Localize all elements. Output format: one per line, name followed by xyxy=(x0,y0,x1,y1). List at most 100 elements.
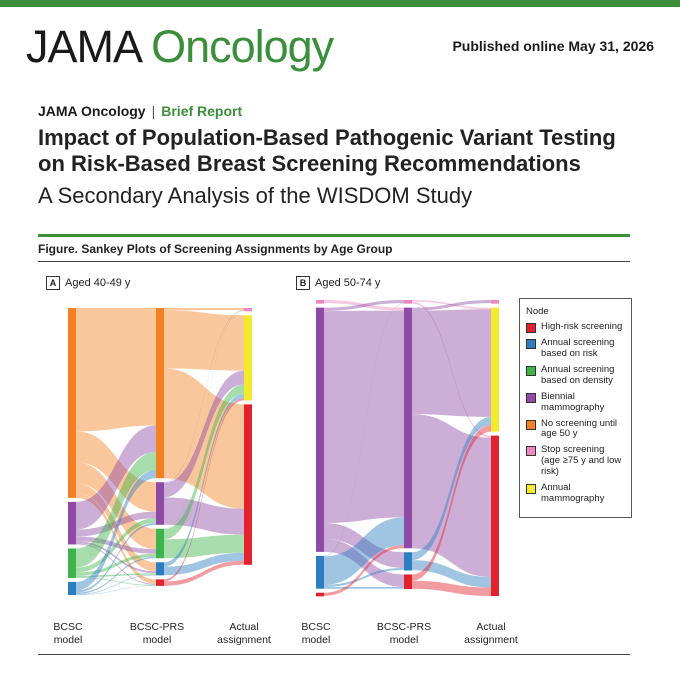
sankey-flow xyxy=(412,309,491,417)
panel-a-letter: A xyxy=(46,276,60,290)
sankey-node xyxy=(156,482,164,525)
sankey-node xyxy=(316,307,324,552)
sankey-flow xyxy=(164,368,244,509)
sankey-flow xyxy=(164,497,244,535)
legend-title: Node xyxy=(526,306,549,317)
sankey-flow xyxy=(76,536,156,554)
sankey-flow xyxy=(324,303,404,557)
sankey-flow xyxy=(164,394,244,567)
sankey-flow xyxy=(164,310,244,371)
sankey-panel-a xyxy=(68,308,252,595)
journal-name: JAMA Oncology xyxy=(38,103,146,119)
axis-line: Actual xyxy=(229,621,259,633)
legend-label: Stop screening (age ≥75 y and low risk) xyxy=(541,444,622,478)
legend-item: No screening until age 50 y xyxy=(526,417,625,441)
figure-caption: Figure. Sankey Plots of Screening Assign… xyxy=(38,242,393,256)
sankey-node xyxy=(316,592,324,597)
legend-label: High-risk screening xyxy=(541,321,623,332)
sankey-flow xyxy=(412,300,491,311)
legend-item: Stop screening (age ≥75 y and low risk) xyxy=(526,444,625,478)
panel-b-title: Aged 50-74 y xyxy=(315,277,381,289)
sankey-node xyxy=(491,300,499,304)
sankey-flow xyxy=(324,300,404,311)
figure-top-rule xyxy=(38,234,630,237)
panel-a-prs-axis: BCSC-PRS model xyxy=(124,621,190,646)
logo-oncology: Oncology xyxy=(151,21,334,72)
legend-swatch xyxy=(526,484,536,495)
sankey-flow xyxy=(324,310,404,523)
sankey-node xyxy=(244,404,252,565)
sankey-node xyxy=(156,579,164,586)
sankey-node xyxy=(244,308,252,312)
sankey-node xyxy=(68,501,76,545)
sankey-node xyxy=(156,528,164,559)
legend-item: High-risk screening xyxy=(526,321,625,333)
panel-a-actual-axis: Actual assignment xyxy=(206,621,282,646)
axis-line: BCSC-PRS xyxy=(129,621,185,633)
sankey-node xyxy=(316,555,324,589)
sankey-panel-b xyxy=(316,300,499,597)
sankey-flow xyxy=(76,493,156,584)
sankey-node xyxy=(491,435,499,596)
axis-line: assignment xyxy=(464,633,518,646)
sankey-flow xyxy=(76,574,156,595)
sankey-flow xyxy=(76,431,156,512)
sankey-flow xyxy=(76,585,156,595)
legend-swatch xyxy=(526,446,536,457)
panel-b-label: B Aged 50-74 y xyxy=(296,276,380,290)
sankey-node xyxy=(404,307,412,549)
panel-b-bcsc-axis: BCSC model xyxy=(288,621,344,646)
sankey-flow xyxy=(164,310,244,530)
sankey-flow xyxy=(76,518,156,573)
legend-swatch xyxy=(526,323,536,333)
sankey-flow xyxy=(76,483,156,572)
sankey-node xyxy=(68,581,76,595)
legend-item: Annual screening based on density xyxy=(526,363,625,387)
header-separator: | xyxy=(151,103,156,119)
legend-label: Biennial mammography xyxy=(541,390,605,413)
sankey-flow xyxy=(76,573,156,578)
sankey-flow xyxy=(164,310,244,483)
legend-swatch xyxy=(526,419,536,430)
sankey-flow xyxy=(164,370,244,498)
panel-b-prs-axis: BCSC-PRS model xyxy=(371,621,437,646)
legend-swatch xyxy=(526,339,536,349)
legend-item: Biennial mammography xyxy=(526,390,625,414)
sankey-node xyxy=(404,574,412,590)
figure-bottom-rule xyxy=(38,654,630,655)
sankey-flow xyxy=(76,541,156,574)
sankey-flow xyxy=(412,414,491,578)
sankey-flow xyxy=(324,517,404,585)
publication-date: Published online May 31, 2026 xyxy=(452,38,654,54)
sankey-node xyxy=(156,562,164,576)
sankey-flow xyxy=(164,384,244,540)
article-type: Brief Report xyxy=(161,103,243,119)
legend-label: No screening until age 50 y xyxy=(541,417,618,440)
axis-line: model xyxy=(142,633,172,646)
axis-line: assignment xyxy=(217,633,271,646)
figure-legend: Node High-risk screening Annual screening… xyxy=(519,298,632,518)
legend-item: Annual mammography xyxy=(526,482,625,505)
sankey-flow xyxy=(164,552,244,576)
panel-a-bcsc-axis: BCSC model xyxy=(40,621,96,646)
sankey-node xyxy=(244,315,252,401)
panel-a-title: Aged 40-49 y xyxy=(65,277,131,289)
sankey-flow xyxy=(412,560,491,588)
sankey-flow xyxy=(76,470,156,591)
axis-line: model xyxy=(389,633,419,646)
axis-line: model xyxy=(301,633,331,646)
sankey-flow xyxy=(76,543,156,585)
sankey-flow xyxy=(324,567,404,587)
sankey-node xyxy=(156,308,164,479)
panel-b-actual-axis: Actual assignment xyxy=(453,621,529,646)
logo-jama: JAMA xyxy=(26,21,141,72)
sankey-flow xyxy=(164,534,244,559)
sankey-flow xyxy=(76,308,156,432)
sankey-flow xyxy=(76,577,156,586)
legend-swatch xyxy=(526,392,536,403)
legend-label: Annual screening based on density xyxy=(541,363,615,386)
sankey-flow xyxy=(412,416,491,561)
sankey-flow xyxy=(324,545,404,596)
sankey-flow xyxy=(164,308,244,311)
